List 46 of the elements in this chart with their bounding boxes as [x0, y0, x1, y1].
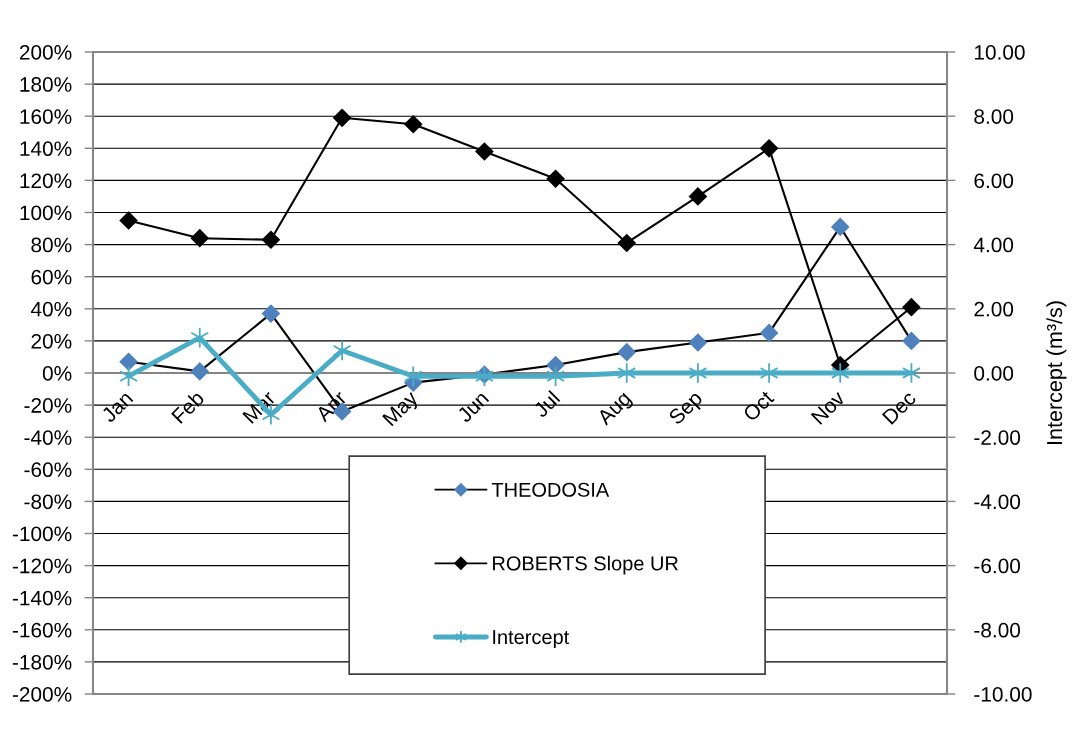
- y-tick-label: -120%: [12, 558, 72, 574]
- y2-tick-label: 10.00: [974, 45, 1025, 60]
- y2-tick-label: -8.00: [974, 622, 1021, 638]
- y2-tick-label: -4.00: [974, 494, 1021, 510]
- y-tick-label: 100%: [20, 205, 72, 221]
- y2-tick-label: 8.00: [974, 109, 1014, 124]
- y-tick-label: -200%: [12, 687, 72, 702]
- y2-tick-label: 6.00: [974, 173, 1014, 189]
- y2-tick-label: -6.00: [974, 558, 1021, 574]
- legend-label: Intercept: [493, 630, 570, 649]
- y2-axis-title: Intercept (m³/s): [1046, 301, 1067, 444]
- y-tick-label: 60%: [31, 269, 72, 285]
- y-tick-label: 80%: [31, 237, 72, 253]
- y-tick-label: 180%: [20, 77, 72, 92]
- legend-label: THEODOSIA: [491, 482, 610, 497]
- legend-label: ROBERTS Slope UR: [493, 555, 678, 575]
- x-tick-label: Oct: [742, 389, 775, 423]
- y-tick-label: -100%: [12, 526, 72, 542]
- y-tick-label: -60%: [24, 462, 72, 478]
- y-tick-label: 200%: [19, 45, 72, 60]
- x-tick-label: Dec: [881, 389, 917, 425]
- y-tick-label: 120%: [20, 173, 72, 189]
- y-tick-label: -80%: [24, 494, 72, 510]
- y-tick-label: -140%: [12, 590, 72, 606]
- y-tick-label: 40%: [30, 301, 72, 317]
- y-tick-label: 0%: [42, 366, 72, 381]
- y2-tick-label: 4.00: [973, 237, 1014, 253]
- y-tick-label: 160%: [20, 109, 72, 124]
- x-tick-label: Feb: [170, 389, 205, 424]
- x-tick-label: Nov: [810, 389, 847, 425]
- x-tick-label: May: [382, 389, 422, 430]
- y-tick-label: -180%: [12, 654, 72, 670]
- y-tick-label: -160%: [12, 622, 72, 638]
- y2-tick-label: -2.00: [974, 430, 1021, 445]
- y2-tick-label: 0.00: [974, 366, 1014, 381]
- y2-tick-label: 2.00: [974, 301, 1014, 317]
- x-tick-label: Jun: [456, 390, 490, 424]
- y2-tick-label: -10.00: [974, 687, 1032, 702]
- y-tick-label: 140%: [20, 141, 72, 157]
- y-tick-label: -40%: [24, 430, 72, 445]
- x-tick-label: Aug: [596, 390, 635, 429]
- x-tick-label: Jan: [100, 390, 134, 424]
- x-tick-label: Sep: [667, 390, 707, 429]
- y-tick-label: -20%: [24, 398, 72, 413]
- y-tick-label: 20%: [31, 333, 72, 349]
- x-tick-label: Jul: [531, 389, 561, 419]
